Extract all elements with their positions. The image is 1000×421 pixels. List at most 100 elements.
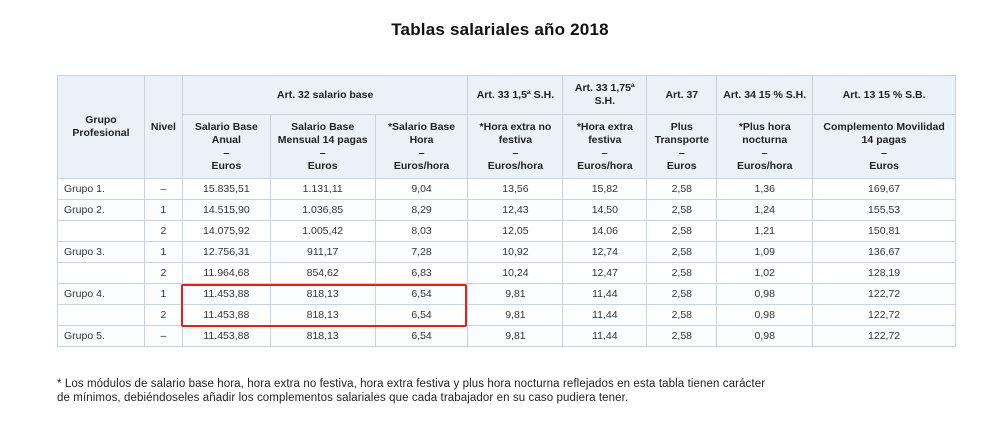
cell-value: 9,81 bbox=[467, 304, 564, 326]
cell-value: 10,92 bbox=[467, 241, 564, 263]
cell-value: 122,72 bbox=[812, 325, 956, 347]
header-nivel: Nivel bbox=[143, 75, 183, 179]
subheader-title: Salario Base Anual bbox=[194, 120, 258, 146]
cell-value: 1,21 bbox=[716, 220, 814, 242]
cell-value: 8,29 bbox=[374, 199, 469, 221]
cell-value: 14,50 bbox=[562, 199, 648, 221]
subheader-unit: Euros bbox=[869, 159, 899, 172]
cell-grupo: Grupo 1. bbox=[57, 178, 145, 200]
table-row: Grupo 5. –11.453,88 818,13 6,54 9,81 11,44 2,5… bbox=[57, 325, 956, 347]
subheader-unit: Euros bbox=[666, 159, 697, 172]
cell-value: 2,58 bbox=[646, 325, 718, 347]
header-grupo: Grupo Profesional bbox=[57, 75, 145, 179]
cell-value: 15.835,51 bbox=[181, 178, 271, 200]
subheader-unit: Euros/hora bbox=[393, 159, 450, 172]
subheader-dash: – bbox=[601, 146, 608, 159]
cell-value: 818,13 bbox=[269, 325, 376, 347]
cell-value: 11,44 bbox=[562, 283, 648, 305]
subheader-unit: Euros/hora bbox=[487, 159, 544, 172]
subheader-title: *Hora extra festiva bbox=[576, 120, 633, 146]
cell-grupo: Grupo 4. bbox=[57, 283, 145, 305]
cell-value: 11.453,88 bbox=[181, 325, 271, 347]
cell-nivel: – bbox=[143, 325, 183, 347]
cell-value: 6,54 bbox=[374, 325, 469, 347]
cell-nivel: – bbox=[143, 178, 183, 200]
subheader-title: Complemento Movilidad 14 pagas bbox=[823, 120, 945, 146]
cell-value: 14,06 bbox=[562, 220, 648, 242]
cell-grupo: Grupo 3. bbox=[57, 241, 145, 263]
subheader-title: *Plus hora nocturna bbox=[738, 120, 791, 146]
cell-value: 1.036,85 bbox=[269, 199, 376, 221]
cell-value: 12,43 bbox=[467, 199, 564, 221]
cell-grupo: Grupo 5. bbox=[57, 325, 145, 347]
cell-value: 2,58 bbox=[646, 178, 718, 200]
header-art32: Art. 32 salario base bbox=[181, 75, 469, 115]
subheader-dash: – bbox=[418, 146, 425, 159]
cell-nivel: 1 bbox=[143, 241, 183, 263]
cell-value: 169,67 bbox=[812, 178, 956, 200]
cell-value: 11,44 bbox=[562, 325, 648, 347]
cell-value: 0,98 bbox=[716, 325, 814, 347]
subheader-dash: – bbox=[881, 146, 887, 159]
table-row: 2 11.453,88 818,13 6,54 9,81 11,44 2,58 0,98 122… bbox=[57, 304, 956, 326]
cell-value: 0,98 bbox=[716, 304, 814, 326]
cell-value: 9,81 bbox=[467, 325, 564, 347]
cell-value: 6,54 bbox=[374, 304, 469, 326]
header-row-top: Grupo Profesional Nivel Art. 32 salario … bbox=[57, 75, 956, 179]
subheader-title: *Salario Base Hora bbox=[387, 120, 456, 146]
footnote-line-2: de mínimos, debiéndoseles añadir los com… bbox=[57, 392, 629, 404]
cell-value: 818,13 bbox=[269, 283, 376, 305]
cell-value: 1,09 bbox=[716, 241, 814, 263]
header-art37: Art. 37 bbox=[646, 75, 718, 115]
cell-value: 128,19 bbox=[812, 262, 956, 284]
footnote: * Los módulos de salario base hora, hora… bbox=[57, 377, 957, 405]
cell-value: 2,58 bbox=[646, 199, 718, 221]
header-art34: Art. 34 15 % S.H. bbox=[716, 75, 814, 115]
cell-value: 150,81 bbox=[812, 220, 956, 242]
cell-value: 155,53 bbox=[812, 199, 956, 221]
cell-nivel: 1 bbox=[143, 199, 183, 221]
footnote-line-1: * Los módulos de salario base hora, hora… bbox=[57, 378, 766, 390]
subheader-unit: Euros/hora bbox=[577, 159, 633, 172]
cell-value: 14.515,90 bbox=[181, 199, 271, 221]
cell-value: 136,67 bbox=[812, 241, 956, 263]
cell-grupo bbox=[57, 304, 145, 326]
subheader-cell: *Hora extra no festiva – Euros/hora bbox=[467, 114, 564, 179]
subheader-title: Plus Transporte bbox=[654, 120, 709, 146]
cell-value: 14.075,92 bbox=[181, 220, 271, 242]
cell-value: 122,72 bbox=[812, 304, 956, 326]
subheader-cell: *Hora extra festiva – Euros/hora bbox=[562, 114, 648, 179]
subheader-unit: Euros bbox=[307, 159, 338, 172]
cell-value: 6,83 bbox=[374, 262, 469, 284]
cell-value: 854,62 bbox=[269, 262, 376, 284]
table-row: 2 14.075,92 1.005,42 8,03 12,05 14,06 2,58 1,21… bbox=[57, 220, 956, 242]
table-body: Grupo 1. –15.835,51 1.131,11 9,04 13,56 15,82… bbox=[57, 178, 956, 347]
cell-value: 1,24 bbox=[716, 199, 814, 221]
cell-value: 2,58 bbox=[646, 283, 718, 305]
table-row: Grupo 3. 1 12.756,31 911,17 7,28 10,92 12,74 2,… bbox=[57, 241, 956, 263]
cell-value: 2,58 bbox=[646, 220, 718, 242]
cell-grupo bbox=[57, 220, 145, 242]
cell-value: 10,24 bbox=[467, 262, 564, 284]
cell-value: 9,81 bbox=[467, 283, 564, 305]
cell-value: 12,74 bbox=[562, 241, 648, 263]
cell-value: 12.756,31 bbox=[181, 241, 271, 263]
cell-value: 1,02 bbox=[716, 262, 814, 284]
cell-value: 2,58 bbox=[646, 304, 718, 326]
page-title: Tablas salariales año 2018 bbox=[391, 20, 609, 39]
header-art33b: Art. 33 1,75ª S.H. bbox=[562, 75, 648, 115]
salary-table: Grupo Profesional Nivel Art. 32 salario … bbox=[57, 75, 956, 347]
subheader-cell: Salario Base Mensual 14 pagas – Euros bbox=[269, 114, 376, 179]
cell-grupo: Grupo 2. bbox=[57, 199, 145, 221]
cell-value: 1.005,42 bbox=[269, 220, 376, 242]
subheader-cell: *Plus hora nocturna – Euros/hora bbox=[716, 114, 814, 179]
cell-value: 11.453,88 bbox=[181, 304, 271, 326]
cell-value: 12,47 bbox=[562, 262, 648, 284]
cell-nivel: 1 bbox=[143, 283, 183, 305]
cell-value: 122,72 bbox=[812, 283, 956, 305]
cell-value: 6,54 bbox=[374, 283, 469, 305]
subheader-title: Salario Base Mensual 14 pagas bbox=[277, 120, 368, 146]
cell-value: 0,98 bbox=[716, 283, 814, 305]
cell-nivel: 2 bbox=[143, 262, 183, 284]
cell-value: 9,04 bbox=[374, 178, 469, 200]
